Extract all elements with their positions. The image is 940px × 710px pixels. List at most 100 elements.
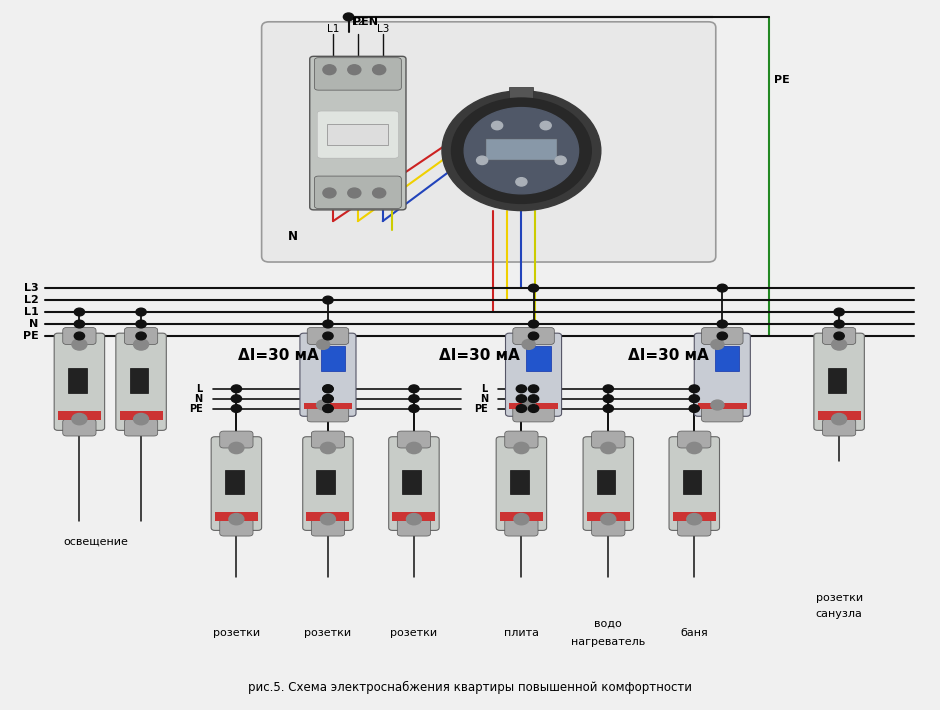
FancyBboxPatch shape: [505, 519, 538, 536]
Circle shape: [516, 178, 527, 186]
Text: N: N: [29, 319, 39, 329]
Circle shape: [74, 320, 85, 328]
Circle shape: [464, 108, 579, 194]
Text: PE: PE: [774, 75, 790, 85]
Bar: [682, 470, 701, 494]
Bar: [827, 368, 846, 393]
Circle shape: [74, 332, 85, 340]
FancyBboxPatch shape: [317, 111, 399, 158]
Circle shape: [74, 308, 85, 316]
Circle shape: [72, 339, 86, 350]
FancyBboxPatch shape: [261, 22, 715, 262]
Circle shape: [317, 400, 330, 410]
FancyBboxPatch shape: [506, 333, 561, 416]
Text: L: L: [481, 384, 488, 394]
FancyBboxPatch shape: [678, 519, 711, 536]
Circle shape: [229, 513, 243, 525]
Text: L3: L3: [377, 24, 389, 35]
FancyBboxPatch shape: [591, 519, 625, 536]
Bar: [119, 411, 163, 420]
Text: L: L: [196, 384, 203, 394]
FancyBboxPatch shape: [124, 419, 158, 436]
Circle shape: [528, 320, 539, 328]
Bar: [58, 411, 101, 420]
FancyBboxPatch shape: [310, 56, 406, 210]
Circle shape: [323, 188, 336, 198]
Circle shape: [442, 91, 601, 211]
Bar: [698, 403, 746, 409]
Circle shape: [322, 405, 333, 413]
Text: рис.5. Схема электроснабжения квартиры повышенной комфортности: рис.5. Схема электроснабжения квартиры п…: [248, 681, 692, 694]
Circle shape: [321, 442, 336, 454]
FancyBboxPatch shape: [307, 327, 349, 344]
Text: плита: плита: [504, 628, 539, 638]
FancyBboxPatch shape: [300, 333, 356, 416]
Text: L2: L2: [24, 295, 39, 305]
FancyBboxPatch shape: [220, 431, 253, 448]
Bar: [130, 368, 149, 393]
Text: ΔI=30 мА: ΔI=30 мА: [238, 347, 319, 363]
Circle shape: [372, 188, 385, 198]
Circle shape: [516, 405, 526, 413]
Circle shape: [322, 385, 333, 393]
Circle shape: [406, 513, 421, 525]
Circle shape: [406, 442, 421, 454]
Circle shape: [687, 513, 702, 525]
Circle shape: [372, 65, 385, 75]
Circle shape: [834, 308, 844, 316]
Circle shape: [136, 308, 147, 316]
Circle shape: [528, 284, 539, 292]
FancyBboxPatch shape: [505, 431, 538, 448]
Circle shape: [409, 395, 419, 403]
Text: нагреватель: нагреватель: [572, 637, 646, 647]
Circle shape: [834, 320, 844, 328]
Text: санузла: санузла: [816, 608, 863, 618]
Circle shape: [522, 400, 535, 410]
Bar: [500, 512, 543, 520]
Circle shape: [409, 385, 419, 393]
FancyBboxPatch shape: [314, 176, 401, 209]
Circle shape: [540, 121, 551, 130]
FancyBboxPatch shape: [591, 431, 625, 448]
FancyBboxPatch shape: [814, 333, 865, 430]
Text: PE: PE: [189, 403, 203, 413]
Bar: [526, 346, 551, 371]
Circle shape: [477, 156, 488, 165]
Bar: [321, 346, 345, 371]
Bar: [327, 124, 388, 145]
Circle shape: [711, 339, 724, 349]
Circle shape: [409, 405, 419, 413]
Circle shape: [136, 320, 147, 328]
FancyBboxPatch shape: [314, 58, 401, 90]
Bar: [304, 403, 352, 409]
Circle shape: [516, 395, 526, 403]
Circle shape: [136, 332, 147, 340]
Text: L1: L1: [327, 24, 339, 35]
Text: баня: баня: [681, 628, 708, 638]
Text: ΔI=30 мА: ΔI=30 мА: [439, 347, 520, 363]
Circle shape: [601, 442, 616, 454]
Bar: [587, 512, 630, 520]
Text: N: N: [195, 393, 203, 404]
FancyBboxPatch shape: [822, 419, 855, 436]
Circle shape: [451, 98, 591, 203]
Circle shape: [322, 395, 333, 403]
FancyBboxPatch shape: [63, 419, 96, 436]
FancyBboxPatch shape: [303, 437, 353, 530]
Text: N: N: [479, 393, 488, 404]
Text: ΔI=30 мА: ΔI=30 мА: [628, 347, 709, 363]
Circle shape: [492, 121, 503, 130]
Circle shape: [522, 339, 535, 349]
FancyBboxPatch shape: [55, 333, 104, 430]
FancyBboxPatch shape: [398, 519, 431, 536]
Text: L1: L1: [24, 307, 39, 317]
Circle shape: [832, 413, 847, 425]
Circle shape: [528, 332, 539, 340]
Circle shape: [689, 395, 699, 403]
FancyBboxPatch shape: [389, 437, 439, 530]
Circle shape: [689, 385, 699, 393]
Text: розетки: розетки: [305, 628, 352, 638]
Circle shape: [603, 385, 614, 393]
Circle shape: [231, 395, 242, 403]
Circle shape: [322, 296, 333, 304]
